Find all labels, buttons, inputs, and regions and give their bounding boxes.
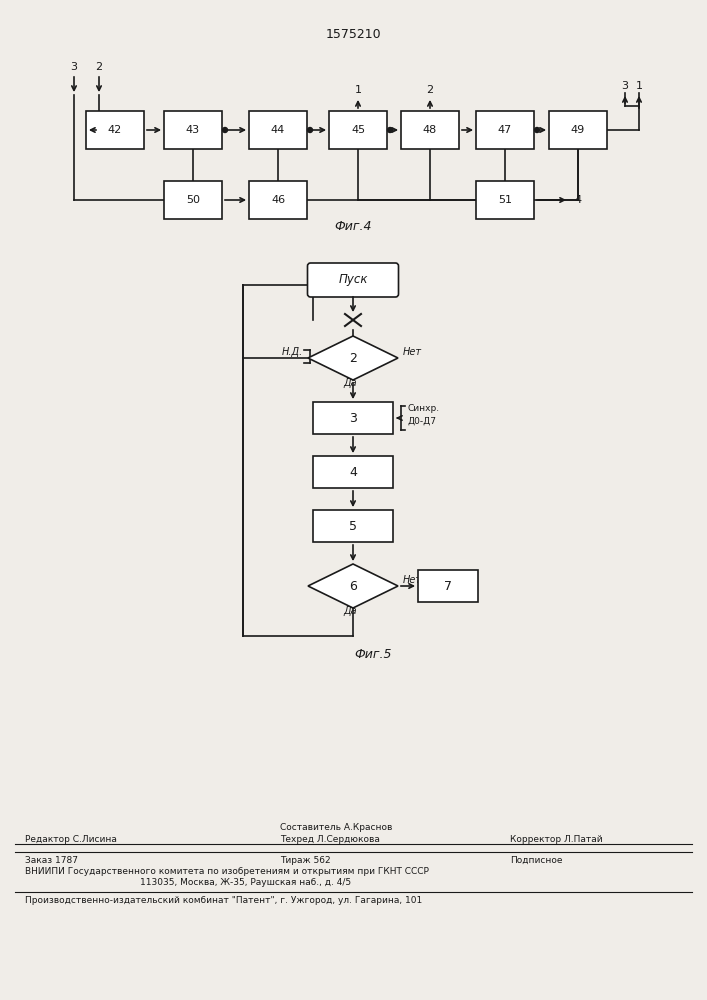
Text: 45: 45	[351, 125, 365, 135]
Circle shape	[308, 127, 312, 132]
Text: 4: 4	[574, 195, 581, 205]
Text: 48: 48	[423, 125, 437, 135]
Text: Н.Д.: Н.Д.	[282, 347, 303, 357]
Text: Нет: Нет	[403, 347, 422, 357]
Text: Тираж 562: Тираж 562	[280, 856, 331, 865]
Bar	[249, 181, 307, 219]
Circle shape	[534, 127, 539, 132]
Circle shape	[223, 127, 228, 132]
Bar	[549, 111, 607, 149]
Text: Заказ 1787: Заказ 1787	[25, 856, 78, 865]
Text: Корректор Л.Патай: Корректор Л.Патай	[510, 835, 602, 844]
Text: 1: 1	[354, 85, 361, 95]
Text: Подписное: Подписное	[510, 856, 563, 865]
Text: 6: 6	[349, 580, 357, 592]
Text: 51: 51	[498, 195, 512, 205]
Text: Фиг.4: Фиг.4	[334, 220, 372, 233]
Text: Нет: Нет	[403, 575, 422, 585]
Bar	[476, 181, 534, 219]
Text: 5: 5	[349, 520, 357, 532]
Circle shape	[387, 127, 392, 132]
FancyBboxPatch shape	[308, 263, 399, 297]
Text: 4: 4	[349, 466, 357, 479]
Bar	[164, 181, 222, 219]
Text: 42: 42	[108, 125, 122, 135]
Text: 2: 2	[426, 85, 433, 95]
Text: 49: 49	[571, 125, 585, 135]
Text: 2: 2	[95, 62, 103, 72]
Text: 2: 2	[349, 352, 357, 364]
Bar	[401, 111, 459, 149]
Text: Да: Да	[343, 378, 357, 388]
Text: ВНИИПИ Государственного комитета по изобретениям и открытиям при ГКНТ СССР: ВНИИПИ Государственного комитета по изоб…	[25, 867, 429, 876]
Text: Синхр.: Синхр.	[407, 404, 439, 413]
Text: 3: 3	[71, 62, 78, 72]
Text: 50: 50	[186, 195, 200, 205]
Bar	[313, 510, 393, 542]
Text: 7: 7	[444, 580, 452, 592]
Text: 3: 3	[621, 81, 629, 91]
Text: Редактор С.Лисина: Редактор С.Лисина	[25, 835, 117, 844]
Text: 1: 1	[636, 81, 643, 91]
Text: Пуск: Пуск	[338, 273, 368, 286]
Bar	[164, 111, 222, 149]
Text: Фиг.5: Фиг.5	[354, 648, 392, 661]
Text: Составитель А.Краснов: Составитель А.Краснов	[280, 823, 392, 832]
Bar	[249, 111, 307, 149]
Text: 3: 3	[349, 412, 357, 424]
Text: Производственно-издательский комбинат "Патент", г. Ужгород, ул. Гагарина, 101: Производственно-издательский комбинат "П…	[25, 896, 422, 905]
Text: Да: Да	[343, 606, 357, 616]
Text: 46: 46	[271, 195, 285, 205]
Text: Д0-Д7: Д0-Д7	[407, 417, 436, 426]
Bar	[86, 111, 144, 149]
Polygon shape	[308, 336, 398, 380]
Bar	[418, 570, 478, 602]
Text: 113035, Москва, Ж-35, Раушская наб., д. 4/5: 113035, Москва, Ж-35, Раушская наб., д. …	[140, 878, 351, 887]
Text: 47: 47	[498, 125, 512, 135]
Bar	[329, 111, 387, 149]
Polygon shape	[308, 564, 398, 608]
Text: 1575210: 1575210	[325, 28, 381, 41]
Bar	[476, 111, 534, 149]
Bar	[313, 402, 393, 434]
Bar	[313, 456, 393, 488]
Text: Техред Л.Сердюкова: Техред Л.Сердюкова	[280, 835, 380, 844]
Text: 44: 44	[271, 125, 285, 135]
Text: 43: 43	[186, 125, 200, 135]
